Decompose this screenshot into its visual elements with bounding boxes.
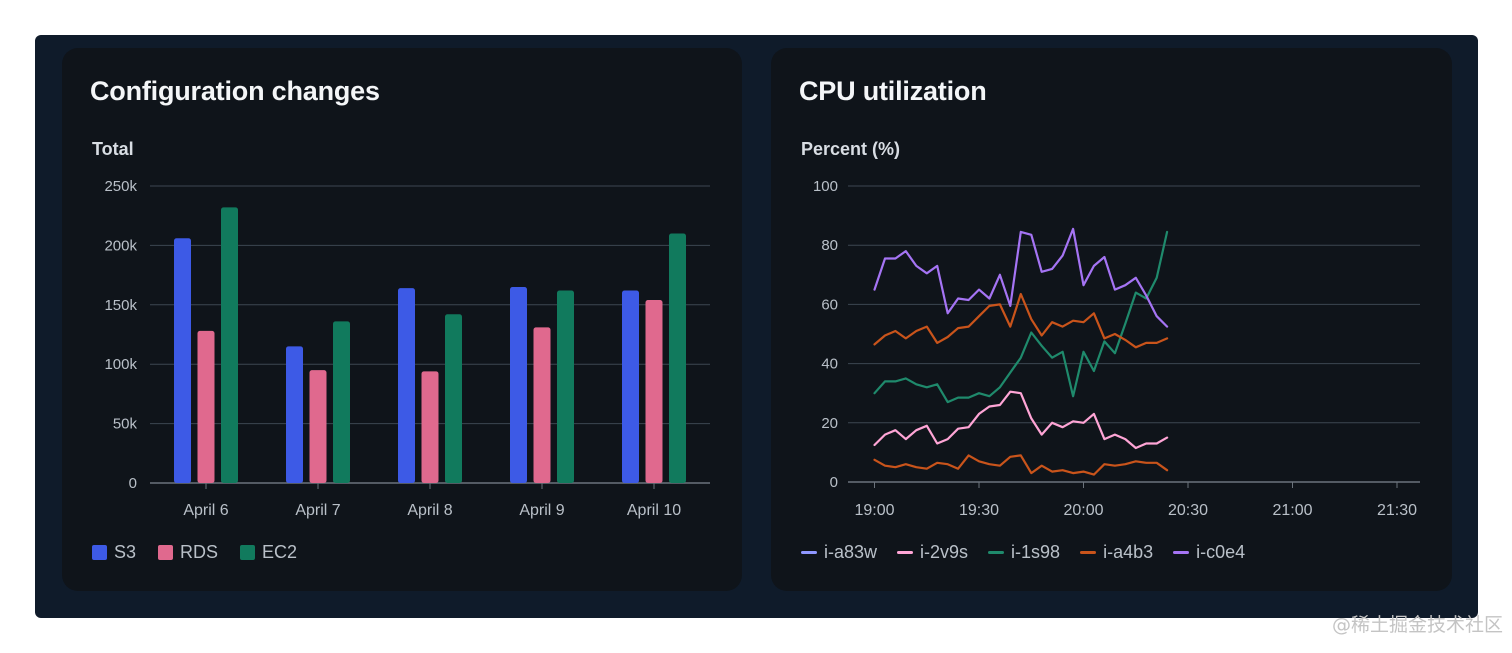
y-tick-label: 60 [821,296,838,313]
series-line-i-c0e4 [873,227,1169,328]
legend-item-rds[interactable]: RDS [158,542,218,563]
bar-rds [533,327,551,483]
bar-ec2 [333,321,350,483]
y-tick-label: 250k [104,178,137,195]
legend-swatch-i-c0e4 [1173,551,1190,554]
bar-s3 [286,346,303,483]
legend-item-i-1s98[interactable]: i-1s98 [988,542,1060,563]
x-tick-label: 20:00 [1063,502,1103,519]
y-tick-label: 20 [821,415,838,432]
legend-swatch-rds [158,545,174,560]
series-line-i-2v9s [873,390,1169,450]
bar-ec2 [445,314,462,483]
bar-ec2 [221,207,238,483]
series-line-i-a4b3 [873,292,1169,349]
legend-label-rds: RDS [180,542,219,562]
bar-rds [309,370,327,483]
y-tick-label: 200k [104,237,137,254]
legend-item-i-a4b3[interactable]: i-a4b3 [1080,542,1153,563]
legend-label-ec2: EC2 [262,542,298,562]
y-axis-title: Total [92,139,134,159]
watermark: @稀土掘金技术社区 [1332,614,1504,636]
bar-s3 [398,288,415,483]
legend-label-i-a4b3: i-a4b3 [1103,542,1154,562]
series-line-i-1s98 [873,230,1169,404]
y-tick-label: 100 [813,178,838,195]
legend-item-i-a83w[interactable]: i-a83w [801,542,877,563]
x-tick-label: 19:00 [854,502,894,519]
legend-label-s3: S3 [114,542,137,562]
y-tick-label: 150k [104,297,137,314]
legend-item-i-c0e4[interactable]: i-c0e4 [1173,542,1245,563]
y-tick-label: 0 [129,475,137,492]
bar-s3 [510,286,527,483]
legend-swatch-i-2v9s [897,551,914,554]
series-line-i-a83w_hidden [873,454,1169,476]
x-tick-label: April 9 [519,502,564,519]
legend-label-i-1s98: i-1s98 [1011,542,1061,562]
cpu-utilization-card: CPU utilization Percent (%) 0 20 40 60 80 100… [771,48,1452,591]
bar-rds [645,300,663,483]
x-tick-label: 21:30 [1377,502,1417,519]
y-tick-label: 40 [821,356,838,373]
bar-ec2 [669,233,686,483]
legend-label-i-c0e4: i-c0e4 [1196,542,1246,562]
legend-item-ec2[interactable]: EC2 [240,542,297,563]
line-legend: i-a83w i-2v9s i-1s98 i-a4b3 i-c0e4 [801,542,1245,563]
legend-item-i-2v9s[interactable]: i-2v9s [897,542,968,563]
legend-swatch-ec2 [240,545,256,560]
x-tick-label: 19:30 [959,502,999,519]
legend-label-i-2v9s: i-2v9s [920,542,969,562]
legend-item-s3[interactable]: S3 [92,542,136,563]
bar-s3 [622,290,639,483]
bar-chart: 0 50k 100k 150k 200k 250k April 6 April 7 April … [104,178,710,519]
y-axis-title: Percent (%) [801,139,901,159]
y-tick-label: 50k [113,416,138,433]
legend-swatch-i-a4b3 [1080,551,1097,554]
legend-swatch-s3 [92,545,107,560]
x-tick-label: April 10 [627,502,681,519]
y-tick-label: 0 [830,474,838,491]
chart-title: Configuration changes [90,76,380,106]
bar-rds [421,371,439,483]
legend-swatch-i-1s98 [988,551,1005,554]
x-tick-label: April 6 [183,502,228,519]
bar-rds [197,330,215,483]
x-tick-label: 21:00 [1272,502,1312,519]
y-tick-label: 100k [104,356,137,373]
y-tick-label: 80 [821,237,838,254]
bar-legend: S3 RDS EC2 [92,542,297,563]
config-changes-card: Configuration changes Total 0 50k 100k 150k… [62,48,742,591]
chart-title: CPU utilization [799,76,987,106]
legend-swatch-i-a83w [801,551,817,554]
bar-s3 [174,238,191,483]
line-chart: 0 20 40 60 80 100 19:00 19:30 20:00 20:30 21:00 21:… [813,178,1420,519]
x-tick-label: 20:30 [1168,502,1208,519]
legend-label-i-a83w: i-a83w [824,542,878,562]
bar-ec2 [557,290,574,483]
x-tick-label: April 8 [407,502,452,519]
x-tick-label: April 7 [295,502,340,519]
